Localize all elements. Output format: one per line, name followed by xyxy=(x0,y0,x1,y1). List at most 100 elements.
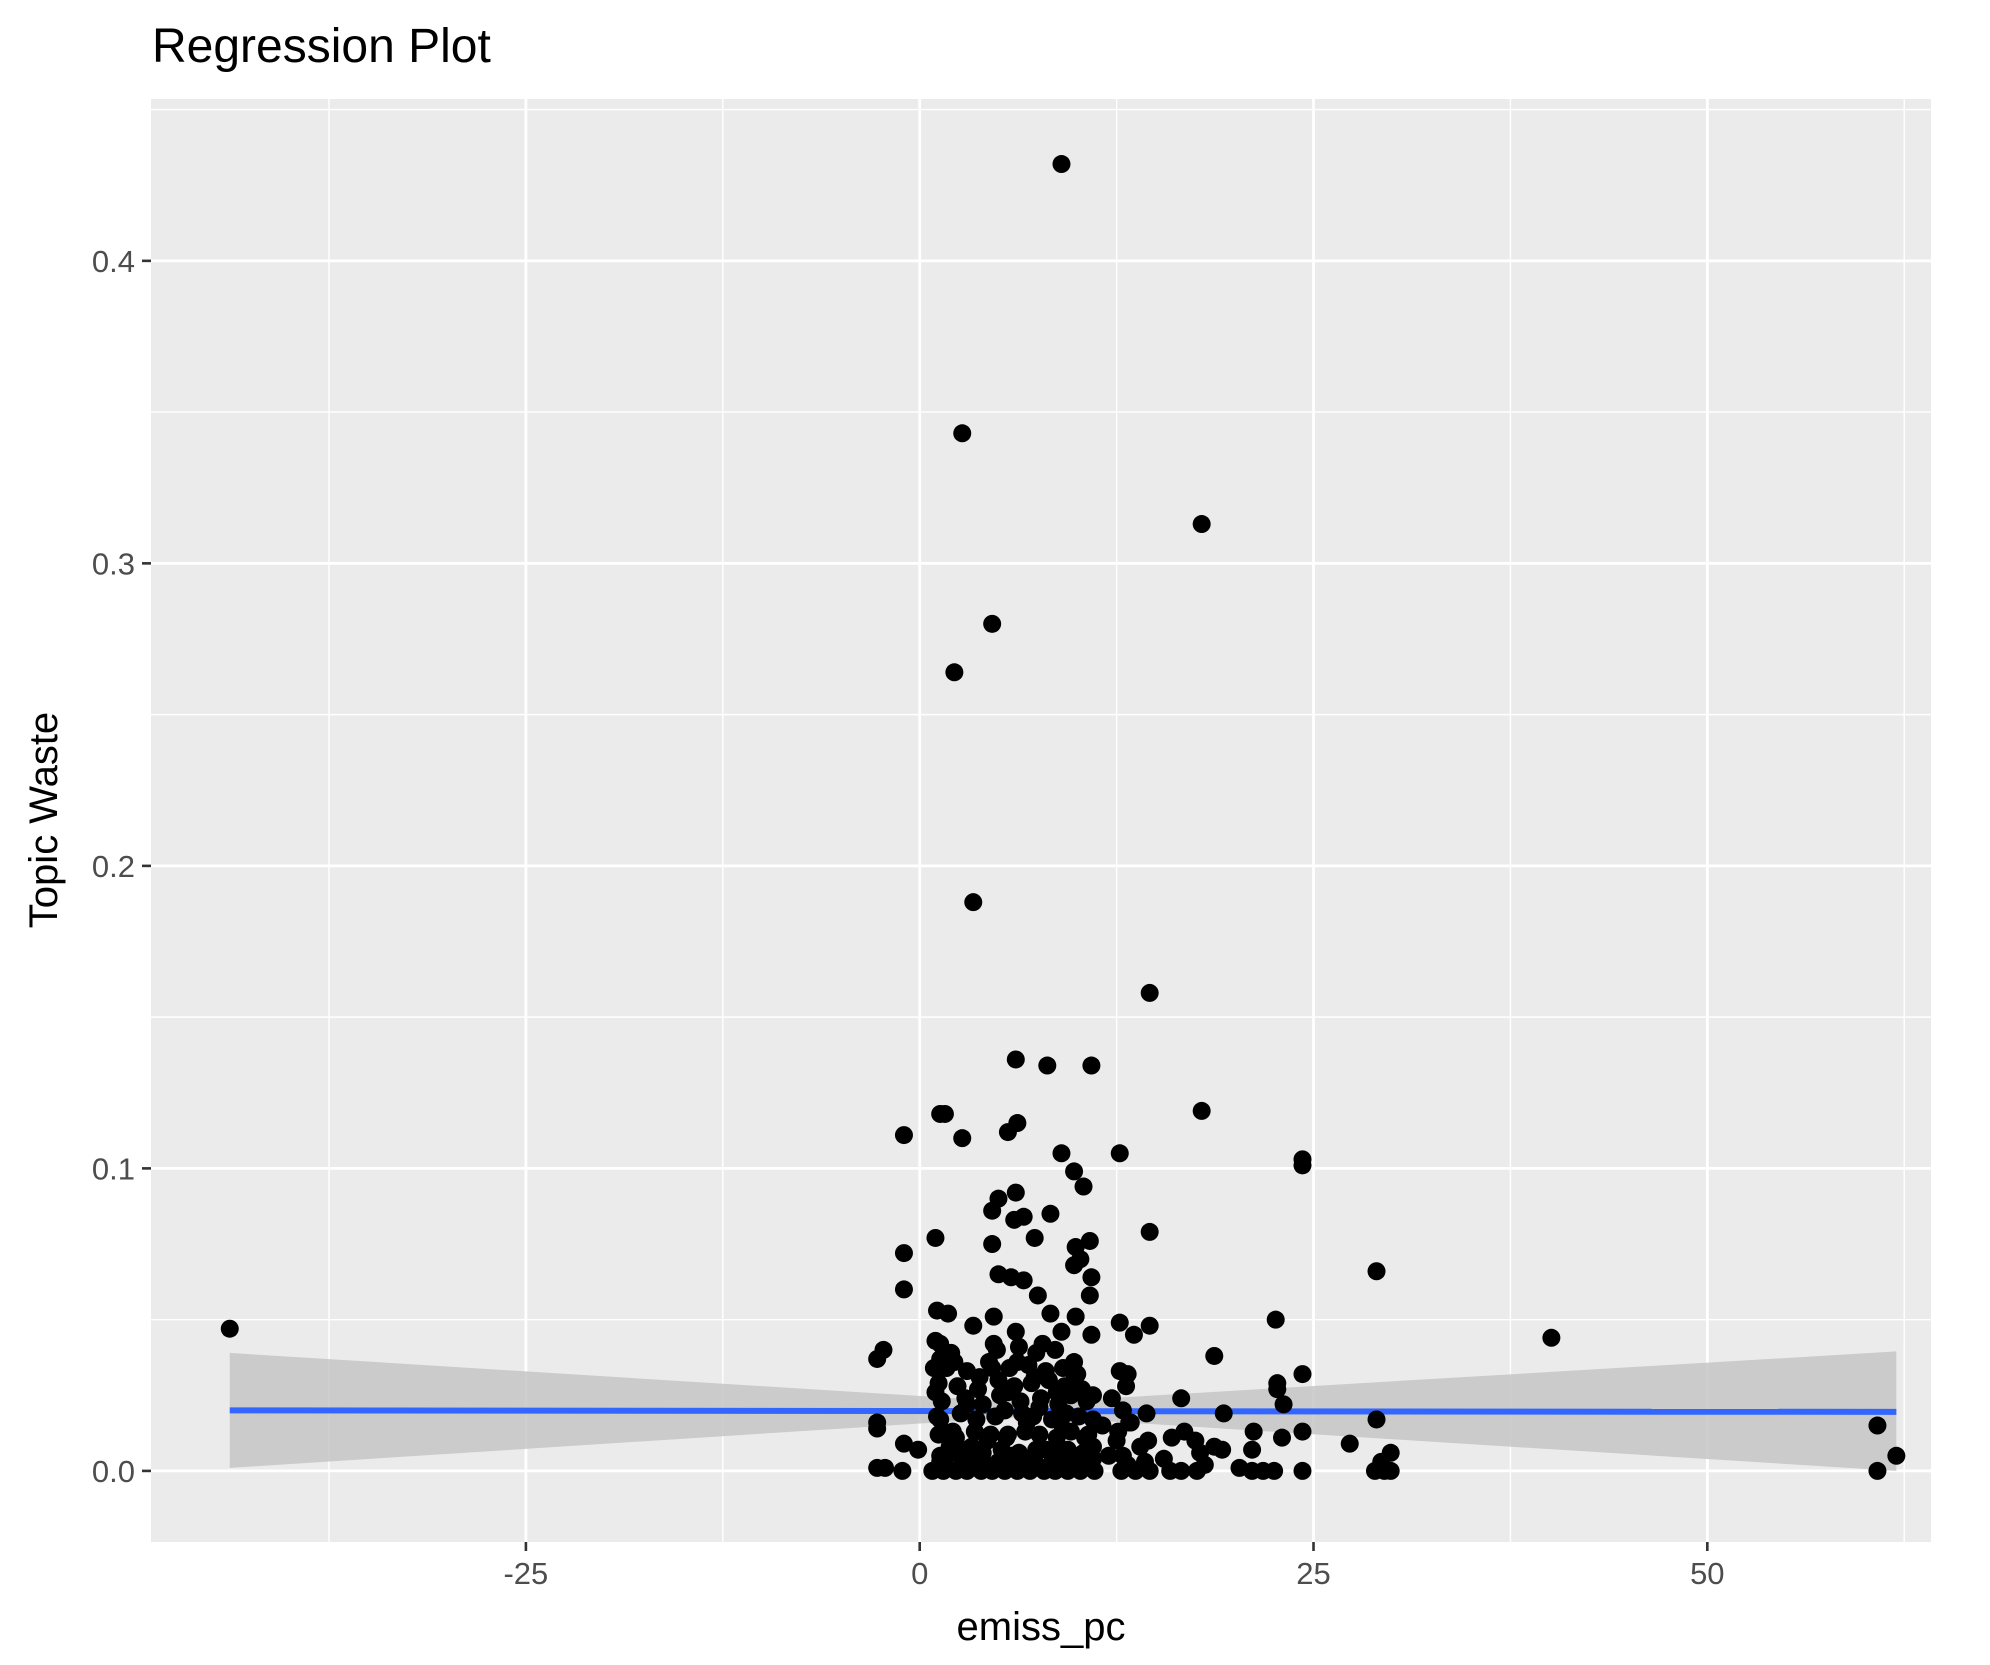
data-point xyxy=(1041,1204,1060,1223)
data-point xyxy=(876,1458,895,1477)
data-point xyxy=(1112,1461,1131,1480)
data-point xyxy=(1214,1404,1233,1423)
data-point xyxy=(1172,1389,1191,1408)
data-point xyxy=(1293,1365,1312,1384)
data-point xyxy=(1046,1340,1065,1359)
data-point xyxy=(1868,1461,1887,1480)
data-point xyxy=(1140,1222,1159,1241)
data-point xyxy=(964,893,983,912)
data-point xyxy=(964,1316,983,1335)
data-point xyxy=(1367,1262,1386,1281)
data-point xyxy=(983,1235,1002,1254)
data-point xyxy=(1041,1455,1060,1474)
data-point xyxy=(1243,1440,1262,1459)
data-point xyxy=(1140,1461,1159,1480)
data-point xyxy=(1110,1313,1129,1332)
data-point xyxy=(220,1319,239,1338)
data-point xyxy=(984,1307,1003,1326)
data-point xyxy=(909,1440,928,1459)
data-point xyxy=(1005,1455,1024,1474)
data-point xyxy=(932,1392,951,1411)
data-point xyxy=(1080,1286,1099,1305)
data-point xyxy=(989,1452,1008,1471)
data-point xyxy=(991,1386,1010,1405)
data-point xyxy=(1000,1359,1019,1378)
data-point xyxy=(1006,1322,1025,1341)
data-point xyxy=(989,1371,1008,1390)
data-point xyxy=(948,1377,967,1396)
data-point xyxy=(953,1129,972,1148)
data-point xyxy=(1154,1449,1173,1468)
data-point xyxy=(868,1419,887,1438)
points-layer xyxy=(220,155,1906,1480)
chart-title: Regression Plot xyxy=(152,20,491,73)
y-tick-label: 0.4 xyxy=(92,244,135,279)
data-point xyxy=(1055,1377,1074,1396)
data-point xyxy=(1006,1183,1025,1202)
data-point xyxy=(937,1359,956,1378)
data-point xyxy=(1268,1380,1287,1399)
minor-gridlines xyxy=(151,99,1931,1542)
data-point xyxy=(1266,1310,1285,1329)
major-gridlines xyxy=(151,99,1931,1542)
data-point xyxy=(939,1304,958,1323)
data-point xyxy=(1110,1144,1129,1163)
data-point xyxy=(1055,1452,1074,1471)
data-point xyxy=(998,1123,1017,1142)
data-point xyxy=(1065,1162,1084,1181)
data-point xyxy=(1005,1210,1024,1229)
data-point xyxy=(1887,1446,1906,1465)
data-point xyxy=(953,424,972,443)
y-axis: 0.0 0.1 0.2 0.3 0.4 xyxy=(92,244,151,1489)
x-tick-label: 0 xyxy=(911,1556,928,1591)
data-point xyxy=(1052,1144,1071,1163)
data-point xyxy=(1038,1056,1057,1075)
data-point xyxy=(1030,1425,1049,1444)
data-point xyxy=(1099,1446,1118,1465)
data-point xyxy=(1293,1461,1312,1480)
data-point xyxy=(894,1280,913,1299)
data-point xyxy=(1006,1050,1025,1069)
y-tick-label: 0.3 xyxy=(92,546,135,581)
data-point xyxy=(981,1425,1000,1444)
data-point xyxy=(973,1395,992,1414)
data-point xyxy=(970,1455,989,1474)
data-point xyxy=(1005,1377,1024,1396)
data-point xyxy=(1162,1428,1181,1447)
data-point xyxy=(1172,1461,1191,1480)
data-point xyxy=(1274,1395,1293,1414)
data-point xyxy=(1082,1268,1101,1287)
data-point xyxy=(1126,1461,1145,1480)
data-point xyxy=(1022,1374,1041,1393)
data-point xyxy=(987,1340,1006,1359)
data-point xyxy=(1028,1286,1047,1305)
data-point xyxy=(935,1455,954,1474)
data-point xyxy=(1093,1416,1112,1435)
data-point xyxy=(1340,1434,1359,1453)
data-point xyxy=(1074,1177,1093,1196)
plot-panel xyxy=(151,99,1931,1542)
data-point xyxy=(1024,1407,1043,1426)
data-point xyxy=(1065,1256,1084,1275)
y-tick-label: 0.1 xyxy=(92,1151,135,1186)
data-point xyxy=(924,1359,943,1378)
x-tick-label: 50 xyxy=(1690,1556,1724,1591)
data-point xyxy=(1047,1428,1066,1447)
data-point xyxy=(1192,515,1211,534)
data-point xyxy=(1117,1377,1136,1396)
data-point xyxy=(1054,1359,1073,1378)
y-tick-label: 0.2 xyxy=(92,849,135,884)
data-point xyxy=(951,1404,970,1423)
data-point xyxy=(1265,1461,1284,1480)
data-point xyxy=(1102,1389,1121,1408)
data-point xyxy=(983,1201,1002,1220)
data-point xyxy=(1192,1101,1211,1120)
data-point xyxy=(1027,1343,1046,1362)
x-tick-label: -25 xyxy=(503,1556,548,1591)
data-point xyxy=(894,1126,913,1145)
data-point xyxy=(1542,1328,1561,1347)
data-point xyxy=(1011,1392,1030,1411)
data-point xyxy=(893,1461,912,1480)
data-point xyxy=(868,1349,887,1368)
data-point xyxy=(928,1407,947,1426)
